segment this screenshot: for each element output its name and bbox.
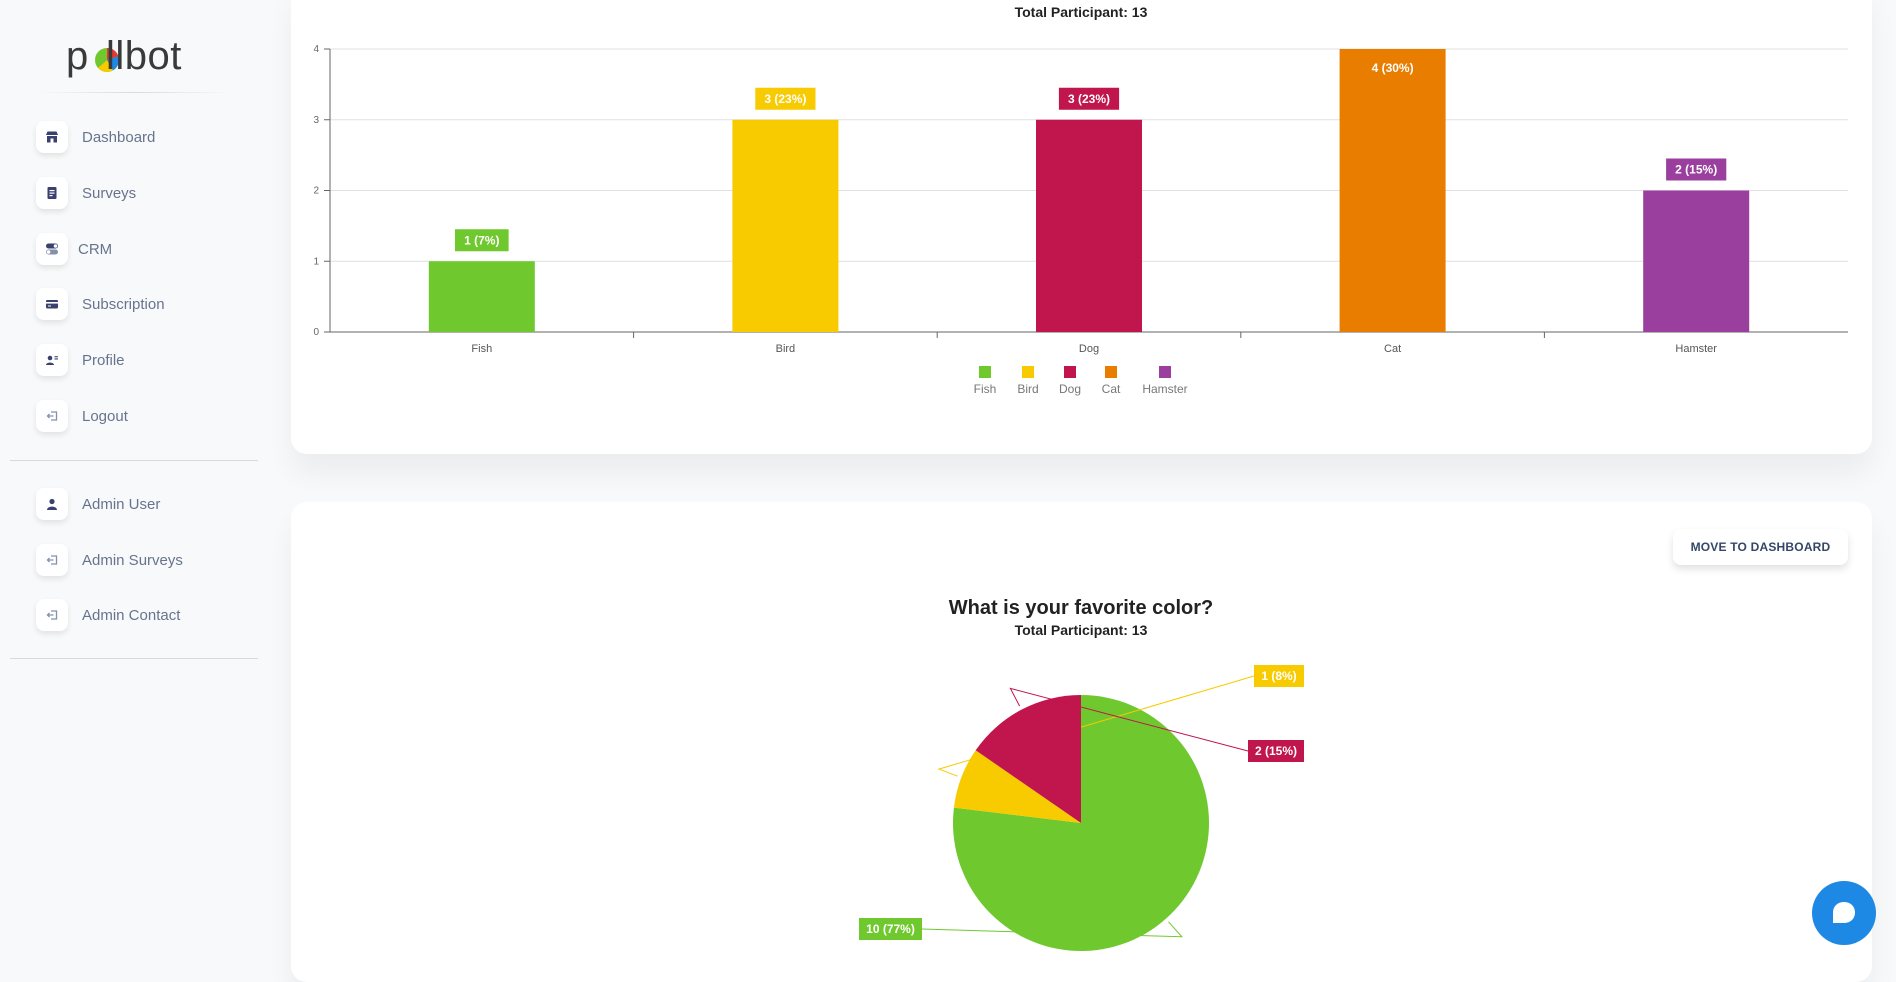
data-label-box	[1666, 158, 1727, 181]
document-icon	[36, 177, 68, 209]
data-label-box	[755, 87, 816, 110]
legend-swatch	[1022, 366, 1034, 378]
sidebar-item-admin-user[interactable]: Admin User	[36, 482, 256, 526]
bar-dog	[1036, 119, 1142, 332]
logo-text-rest: llbot	[106, 34, 182, 78]
data-label-box	[1058, 87, 1120, 110]
bar-chart: 0 1 2 3 4 Fish 1 (7%) Bird 3 (23%) Dog 3 (23%) Cat 4…	[313, 44, 1848, 396]
move-to-dashboard-button[interactable]: MOVE TO DASHBOARD	[1673, 529, 1848, 565]
bar-bird	[732, 119, 839, 332]
user-icon	[36, 488, 68, 520]
x-tick-label: Dog	[1079, 343, 1099, 355]
x-tick-label: Hamster	[1675, 343, 1717, 355]
legend-label: Cat	[1102, 382, 1121, 396]
pie-data-label: 2 (15%)	[1255, 744, 1297, 758]
pie-data-label: 10 (77%)	[866, 922, 915, 936]
logo-divider	[36, 92, 232, 93]
bar-chart-total: Total Participant: 13	[1014, 4, 1148, 20]
sidebar: p llbot Dashboard Surveys CRM Subscripti…	[0, 0, 268, 962]
data-label-box	[455, 229, 509, 252]
pollbot-logo[interactable]: p llbot	[66, 30, 306, 82]
logout-icon	[36, 544, 68, 576]
y-tick-label: 4	[313, 44, 319, 55]
sidebar-divider	[10, 658, 258, 659]
sidebar-item-dashboard[interactable]: Dashboard	[36, 115, 256, 159]
pie-slice	[953, 750, 1081, 823]
sidebar-item-label: Subscription	[82, 295, 165, 313]
legend-label: Fish	[974, 382, 997, 396]
sidebar-item-crm[interactable]: CRM	[36, 227, 256, 271]
data-label: 2 (15%)	[1675, 163, 1717, 177]
legend-swatch	[1159, 366, 1171, 378]
pie-label-box	[859, 918, 922, 940]
user-settings-icon	[36, 344, 68, 376]
pie-leader-line	[1009, 687, 1249, 752]
sidebar-item-label: Admin User	[82, 495, 161, 513]
bar-hamster	[1643, 190, 1750, 332]
chat-bubble-icon	[1833, 902, 1855, 923]
pie-leader-line	[921, 921, 1183, 938]
data-label: 1 (7%)	[464, 233, 499, 247]
sidebar-item-surveys[interactable]: Surveys	[36, 171, 256, 215]
pie-data-label: 1 (8%)	[1261, 669, 1296, 683]
sidebar-item-label: Admin Surveys	[82, 551, 183, 569]
sidebar-item-label: CRM	[78, 240, 113, 258]
sidebar-item-label: Admin Contact	[82, 606, 181, 624]
pie-label-box	[1248, 740, 1304, 762]
sidebar-divider	[10, 460, 258, 461]
data-label: 4 (30%)	[1372, 61, 1414, 75]
x-tick-label: Fish	[471, 343, 492, 355]
sidebar-item-profile[interactable]: Profile	[36, 338, 256, 382]
pie-chart-total: Total Participant: 13	[1014, 622, 1148, 638]
pie-chart-title: What is your favorite color?	[948, 597, 1214, 619]
y-tick-label: 3	[313, 115, 319, 126]
sidebar-item-subscription[interactable]: Subscription	[36, 282, 256, 326]
pie-logo-icon	[95, 48, 119, 73]
legend-label: Bird	[1017, 382, 1038, 396]
pie-slice	[975, 695, 1081, 823]
sidebar-item-label: Dashboard	[82, 128, 156, 146]
sidebar-item-label: Surveys	[82, 184, 137, 202]
data-label: 3 (23%)	[764, 92, 806, 106]
legend-swatch	[1064, 366, 1076, 378]
shop-icon	[36, 121, 68, 153]
logout-icon	[36, 400, 68, 432]
sidebar-item-label: Profile	[82, 351, 125, 369]
bar-cat	[1339, 49, 1446, 332]
chat-button[interactable]	[1812, 881, 1876, 945]
sidebar-item-label: Logout	[82, 407, 128, 425]
sidebar-item-admin-contact[interactable]: Admin Contact	[36, 593, 256, 637]
logo-text-p: p	[66, 34, 89, 78]
bar-fish	[428, 261, 535, 332]
logout-icon	[36, 599, 68, 631]
legend-label: Dog	[1059, 382, 1081, 396]
data-label: 3 (23%)	[1068, 92, 1110, 106]
sidebar-item-logout[interactable]: Logout	[36, 394, 256, 438]
sidebar-item-admin-surveys[interactable]: Admin Surveys	[36, 538, 256, 582]
legend-label: Hamster	[1142, 382, 1187, 396]
pie-chart: 10 (77%) 1 (8%) 2 (15%)	[859, 665, 1304, 951]
x-tick-label: Cat	[1384, 343, 1401, 355]
y-tick-label: 2	[313, 186, 319, 197]
y-tick-label: 0	[313, 327, 319, 338]
credit-card-icon	[36, 288, 68, 320]
toggle-icon	[36, 233, 68, 265]
pie-leader-line	[937, 675, 1255, 777]
x-tick-label: Bird	[776, 343, 796, 355]
pie-label-box	[1254, 665, 1304, 687]
y-tick-label: 1	[313, 256, 319, 267]
legend-swatch	[979, 366, 991, 378]
legend-swatch	[1105, 366, 1117, 378]
